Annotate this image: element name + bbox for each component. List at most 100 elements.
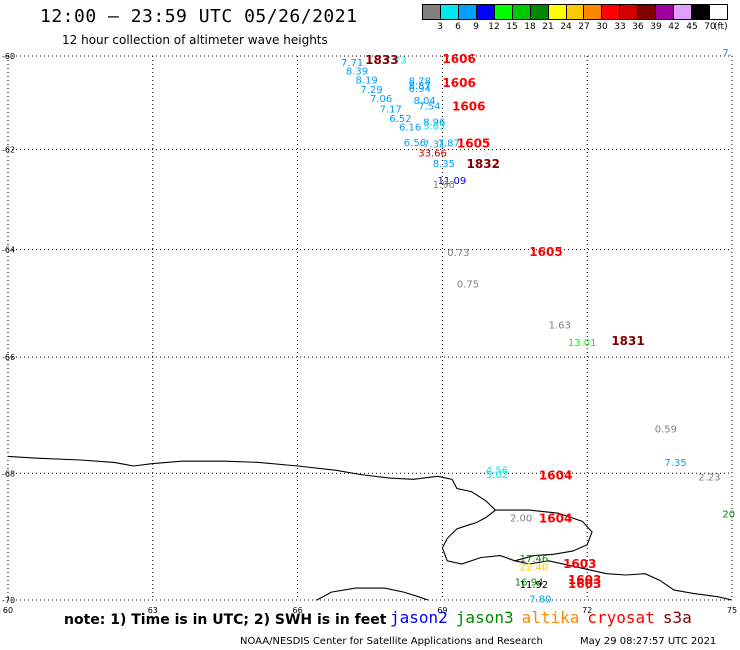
scale-swatch [584,5,603,19]
wave-height-label: 33.66 [418,148,447,159]
scale-label: 36 [632,22,644,32]
scale-swatch [692,5,710,19]
wave-height-label: 7.71 [341,58,363,69]
wave-height-label: 0.59 [655,425,677,436]
pass-time-label: 1832 [467,157,500,171]
scale-label: 9 [473,22,479,32]
scale-label: 6 [455,22,461,32]
map-gridlines [7,55,733,601]
wave-height-label: 4.56 [486,465,508,476]
wave-height-label: 7. [722,48,732,59]
pass-time-label: 1603 [568,573,601,587]
lon-tick-label: 72 [582,606,592,615]
wave-height-label: 7.73 [384,55,406,66]
lon-tick-label: 69 [437,606,447,615]
wave-height-label: 16.94 [515,577,544,588]
pass-time-label: 1604 [539,512,572,526]
page-subtitle: 12 hour collection of altimeter wave hei… [62,33,328,47]
scale-swatch [494,5,513,19]
lon-tick-label: 63 [148,606,158,615]
wave-height-label: 11.09 [438,176,467,187]
scale-swatch [476,5,495,19]
satellite-legend: jason2 jason3 altika cryosat s3a [390,608,700,627]
wave-height-label: 6.16 [399,122,421,133]
pass-time-label: 1606 [442,52,475,66]
pass-time-label: 1603 [563,557,596,571]
pass-time-label: 1604 [539,468,572,482]
lat-tick-label: -64 [2,246,15,255]
scale-label: 33 [614,22,626,32]
wave-height-label: 2.23 [698,473,720,484]
pass-time-label: 1606 [452,100,485,114]
wave-height-label: 7.80 [529,595,551,606]
wave-height-label: 8.87 [409,81,431,92]
lon-tick-label: 66 [293,606,303,615]
wave-height-label: 20 [722,510,735,521]
lat-tick-label: -66 [2,353,15,362]
scale-label: 21 [542,22,554,32]
scale-label: 45 [686,22,698,32]
wave-height-label: 7.35 [664,458,686,469]
wave-height-label: 7.06 [370,94,392,105]
lon-tick-label: 60 [3,606,13,615]
wave-height-label: 17.46 [520,554,549,565]
scale-swatch [566,5,585,19]
scale-label: 24 [560,22,572,32]
wave-height-label: 2.00 [510,513,532,524]
wave-height-label: 7.31 [423,140,445,151]
wave-height-label: 7.17 [380,104,402,115]
scale-swatch [638,5,657,19]
wave-height-label: 13.01 [568,338,597,349]
scale-unit-label: (ft) [714,22,728,32]
wave-height-label: 11.92 [520,580,549,591]
wave-height-label: 8.35 [433,159,455,170]
lat-tick-label: -60 [2,52,15,61]
pass-time-label: 1605 [529,245,562,259]
credit-line: NOAA/NESDIS Center for Satellite Applica… [240,636,543,647]
scale-swatch [674,5,693,19]
wave-height-label: 8.04 [413,96,435,107]
satellite-legend-item: cryosat [587,608,655,627]
wave-height-label: 7.87 [438,139,460,150]
scale-label: 30 [596,22,608,32]
pass-time-label: 1603 [568,577,601,591]
scale-swatch [440,5,459,19]
scale-label: 70 [704,22,716,32]
wave-height-label: 8.19 [356,75,378,86]
pass-time-label: 1605 [457,137,490,151]
wave-height-label: 0.73 [447,248,469,259]
satellite-legend-item: jason2 [390,608,448,627]
wave-height-label: 6.56 [404,138,426,149]
color-scale-legend: 3 6 9 12 15 18 21 24 27 30 33 36 39 42 45 70 (ft) [422,4,728,34]
scale-label: 3 [437,22,443,32]
wave-height-label: 8.96 [423,118,445,129]
satellite-legend-item: altika [521,608,580,627]
scale-swatch-blank [710,5,727,19]
color-scale-bar [422,4,728,20]
coastline-main [7,455,733,601]
scale-label: 42 [668,22,680,32]
wave-height-label: 8.78 [409,76,431,87]
satellite-legend-item: jason3 [455,608,514,627]
lat-tick-label: -62 [2,146,15,155]
wave-height-label: 1.63 [549,320,571,331]
scale-swatch [458,5,477,19]
page-title: 12:00 – 23:59 UTC 05/26/2021 [40,6,358,27]
coastline [7,455,733,601]
pass-time-label: 1831 [611,334,644,348]
lon-tick-label: 75 [727,606,737,615]
coastline-bay [316,587,429,601]
footnote: note: 1) Time is in UTC; 2) SWH is in fe… [64,612,387,628]
wave-height-observations: 7.71 7.73 8.398.19 8.78 7.29 8.876.94 7.06 8.04… [341,48,735,606]
pass-time-label: 1833 [365,53,398,67]
scale-swatch [512,5,531,19]
wave-height-label: 22.40 [520,562,549,573]
scale-label: 15 [506,22,518,32]
wave-height-label: 6.94 [409,84,431,95]
wave-height-label: 5.02 [486,470,508,481]
pass-time-label: 1606 [442,76,475,90]
scale-swatch [423,5,441,19]
wave-height-label: 5.65 [423,121,445,132]
